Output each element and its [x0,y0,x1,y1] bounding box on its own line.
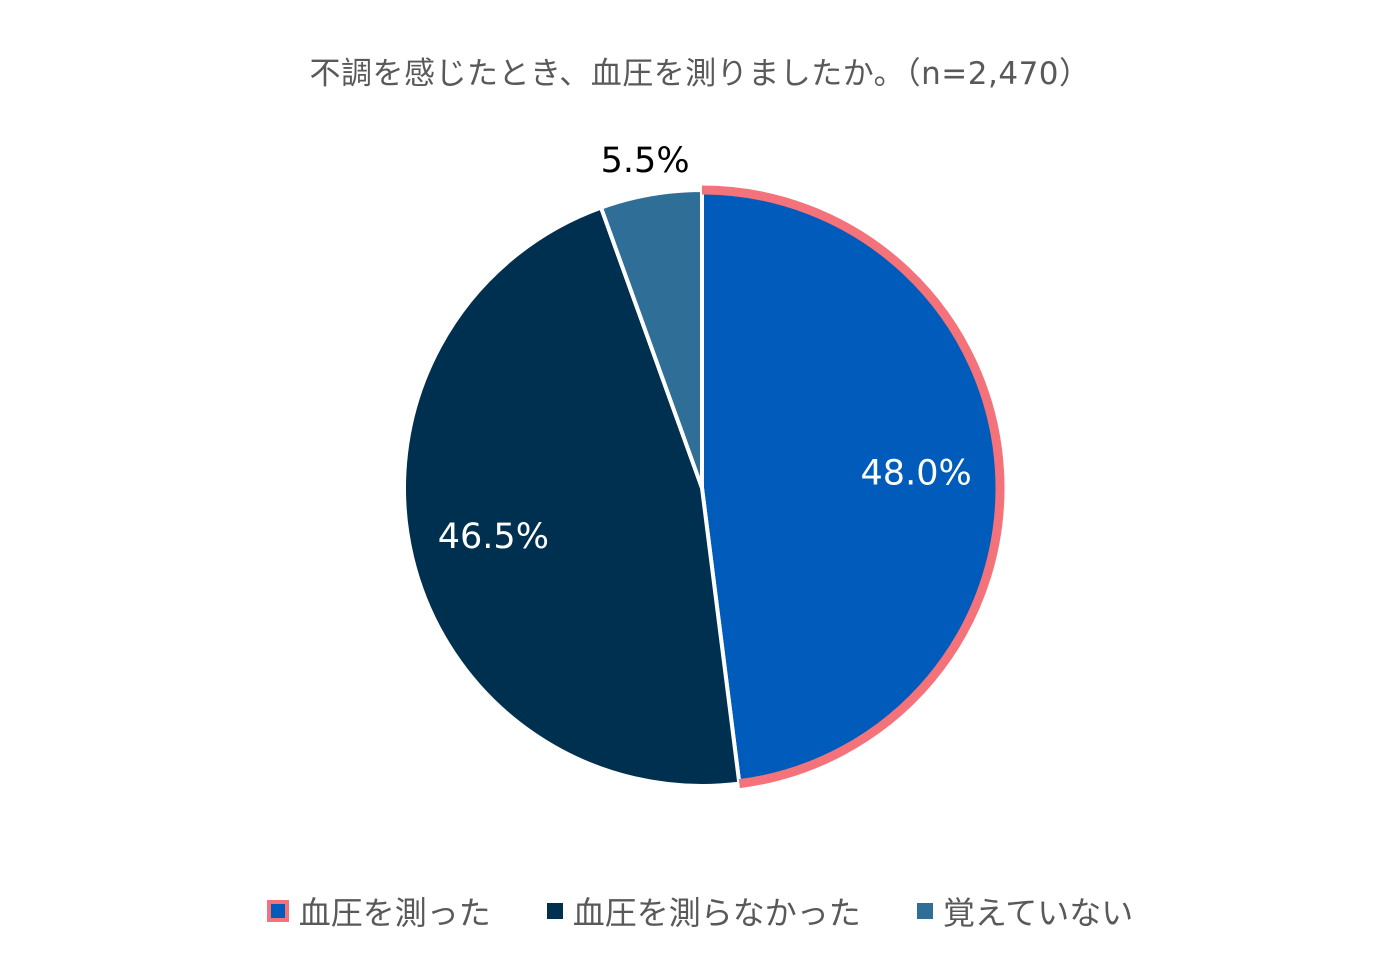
pie-data-label-2: 46.5% [438,517,549,557]
legend-item-3: 覚えていない [916,888,1134,934]
pie-slice-3 [599,188,704,490]
highlight-outline [701,185,1005,789]
pie-slices [402,185,1005,789]
chart-title: 不調を感じたとき、血圧を測りましたか。（n=2,470） [309,56,1091,92]
chart-legend: 血圧を測った 血圧を測らなかった 覚えていない [0,888,1400,934]
pie-data-label-1: 48.0% [861,454,972,494]
legend-label-3: 覚えていない [942,894,1134,932]
legend-item-1: 血圧を測った [266,888,491,934]
legend-item-2: 血圧を測らなかった [546,888,861,934]
legend-label-2: 血圧を測らなかった [572,894,861,932]
pie-labels: 48.0% 46.5% 5.5% [438,141,972,557]
legend-swatch-2 [546,903,563,919]
legend-swatch-3 [916,903,933,919]
legend-label-1: 血圧を測った [298,894,491,932]
pie-data-label-3: 5.5% [601,141,690,181]
legend-swatch-1 [266,900,289,922]
pie-slice-2 [402,205,742,788]
